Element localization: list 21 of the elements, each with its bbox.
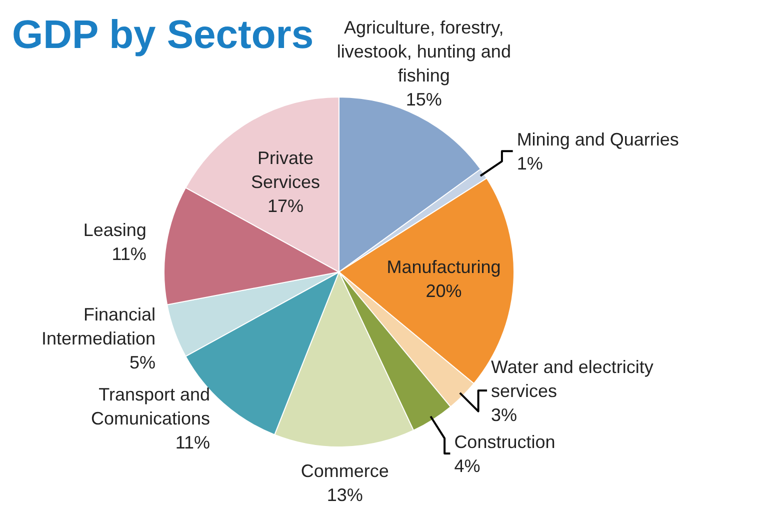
data-label: 11%: [112, 244, 146, 264]
data-label: 5%: [130, 352, 156, 372]
slice-label: Financial Intermediation: [41, 304, 156, 348]
slice-label: Agriculture, forestry, livestook, hunting and fishing: [336, 17, 511, 86]
data-label: 15%: [406, 89, 442, 110]
data-label: 11%: [175, 432, 210, 453]
slice-label: Transport and Comunications: [90, 384, 210, 429]
data-label: 13%: [326, 484, 363, 505]
data-label: 4%: [454, 456, 480, 476]
slice-label: Mining and Quarries: [516, 129, 679, 150]
slice-label: Water and electricity services: [491, 356, 654, 401]
data-label: 20%: [426, 280, 462, 301]
slice-label: Private Services: [251, 148, 320, 192]
data-label: 3%: [491, 404, 518, 425]
slice-label: Commerce: [300, 460, 389, 481]
slice-label: Leasing: [83, 220, 146, 240]
slice-label: Manufacturing: [386, 256, 501, 277]
data-label: 17%: [268, 196, 304, 216]
slice-label: Construction: [454, 432, 556, 452]
chart-title: GDP by Sectors: [12, 13, 314, 57]
data-label: 1%: [516, 153, 543, 174]
